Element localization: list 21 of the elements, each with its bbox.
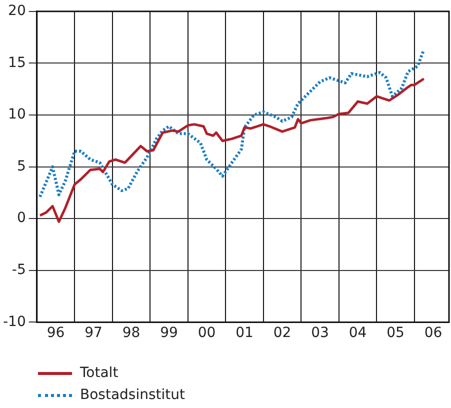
x-tick-label: 00 <box>198 325 216 342</box>
legend-label: Bostadsinstitut <box>80 387 185 403</box>
x-tick-label: 05 <box>386 325 404 342</box>
x-tick-label: 99 <box>160 325 178 342</box>
y-tick-label: 15 <box>8 54 26 71</box>
x-tick-label: 02 <box>273 325 292 342</box>
x-tick-label: 06 <box>424 325 442 342</box>
x-tick-label: 04 <box>348 325 367 342</box>
legend-label: Totalt <box>80 365 118 381</box>
x-tick-label: 96 <box>46 325 65 342</box>
y-tick-label: -10 <box>2 314 26 330</box>
y-tick-label: -5 <box>12 262 26 278</box>
y-tick-label: 20 <box>8 3 26 20</box>
line-series <box>38 48 426 198</box>
y-tick-label: 5 <box>16 158 26 174</box>
x-tick-label: 97 <box>84 325 102 342</box>
x-tick-label: 98 <box>122 325 140 342</box>
x-tick-label: 01 <box>236 325 254 342</box>
x-tick-label: 03 <box>311 325 329 342</box>
y-tick-label: 0 <box>16 210 26 226</box>
y-tick-label: 10 <box>8 106 26 123</box>
